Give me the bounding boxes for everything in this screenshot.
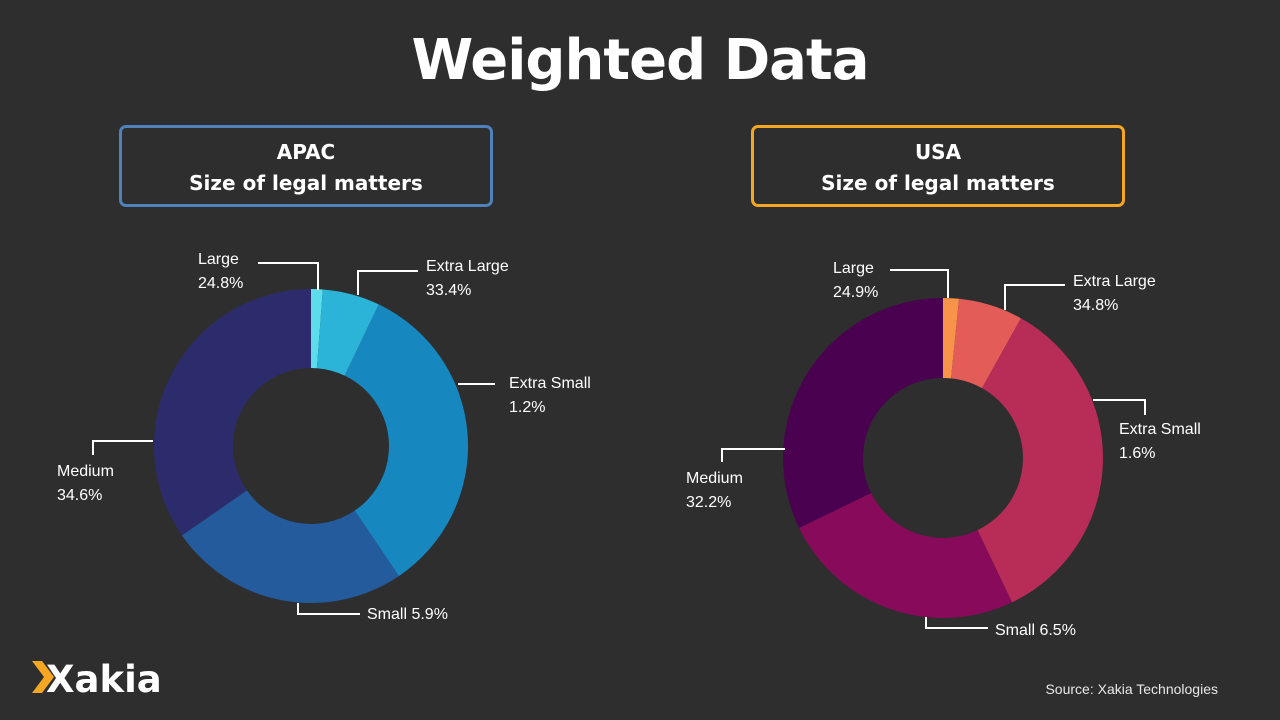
apac-slice-0: [311, 289, 323, 369]
usa-chart-title: Size of legal matters: [821, 171, 1055, 195]
apac-region-label: APAC: [276, 140, 336, 164]
usa-slice-3: [799, 492, 1013, 618]
apac-slice-2: [344, 304, 468, 577]
apac-label-large-value: 24.8%: [198, 275, 243, 292]
usa-label-extra-small-name: Extra Small: [1119, 421, 1201, 438]
apac-label-extra-small-name: Extra Small: [509, 375, 591, 392]
apac-slice-3: [181, 490, 399, 603]
apac-label-medium-name: Medium: [57, 463, 114, 480]
xakia-logo: Xakia: [32, 657, 172, 702]
svg-text:Xakia: Xakia: [46, 658, 162, 697]
apac-label-extra-large-value: 33.4%: [426, 282, 471, 299]
usa-slice-2: [977, 318, 1103, 603]
usa-leader-line-extra-small: [1093, 399, 1146, 415]
usa-leader-line-medium: [721, 448, 785, 462]
usa-label-extra-small-value: 1.6%: [1119, 445, 1155, 462]
usa-leader-line-extra-large: [1004, 284, 1065, 310]
usa-slice-4: [783, 298, 943, 528]
apac-header-box: APAC Size of legal matters: [119, 125, 493, 207]
logo-chevron-icon: Xakia: [32, 658, 162, 701]
apac-leader-line-small: [297, 603, 360, 615]
usa-label-small: Small 6.5%: [995, 622, 1076, 639]
page-title: Weighted Data: [411, 28, 869, 93]
usa-leader-line-large: [890, 269, 949, 298]
usa-label-extra-large-value: 34.8%: [1073, 297, 1118, 314]
usa-header-box: USA Size of legal matters: [751, 125, 1125, 207]
usa-label-large-name: Large: [833, 260, 874, 277]
usa-label-medium-value: 32.2%: [686, 494, 731, 511]
source-note: Source: Xakia Technologies: [1045, 681, 1218, 697]
usa-slice-1: [951, 298, 1021, 389]
usa-label-extra-large-name: Extra Large: [1073, 273, 1156, 290]
apac-slice-4: [153, 289, 311, 536]
apac-label-extra-large-name: Extra Large: [426, 258, 509, 275]
apac-label-extra-small-value: 1.2%: [509, 399, 545, 416]
usa-label-large-value: 24.9%: [833, 284, 878, 301]
apac-slice-1: [316, 289, 379, 376]
usa-leader-line-small: [925, 617, 988, 629]
apac-label-small: Small 5.9%: [367, 606, 448, 623]
apac-leader-line-medium: [92, 440, 153, 455]
apac-label-medium-value: 34.6%: [57, 487, 102, 504]
apac-label-large-name: Large: [198, 251, 239, 268]
apac-leader-line-extra-large: [357, 270, 418, 295]
usa-region-label: USA: [914, 140, 962, 164]
usa-slice-0: [943, 298, 960, 379]
apac-leader-line-large: [258, 262, 319, 290]
apac-chart-title: Size of legal matters: [189, 171, 423, 195]
usa-label-medium-name: Medium: [686, 470, 743, 487]
